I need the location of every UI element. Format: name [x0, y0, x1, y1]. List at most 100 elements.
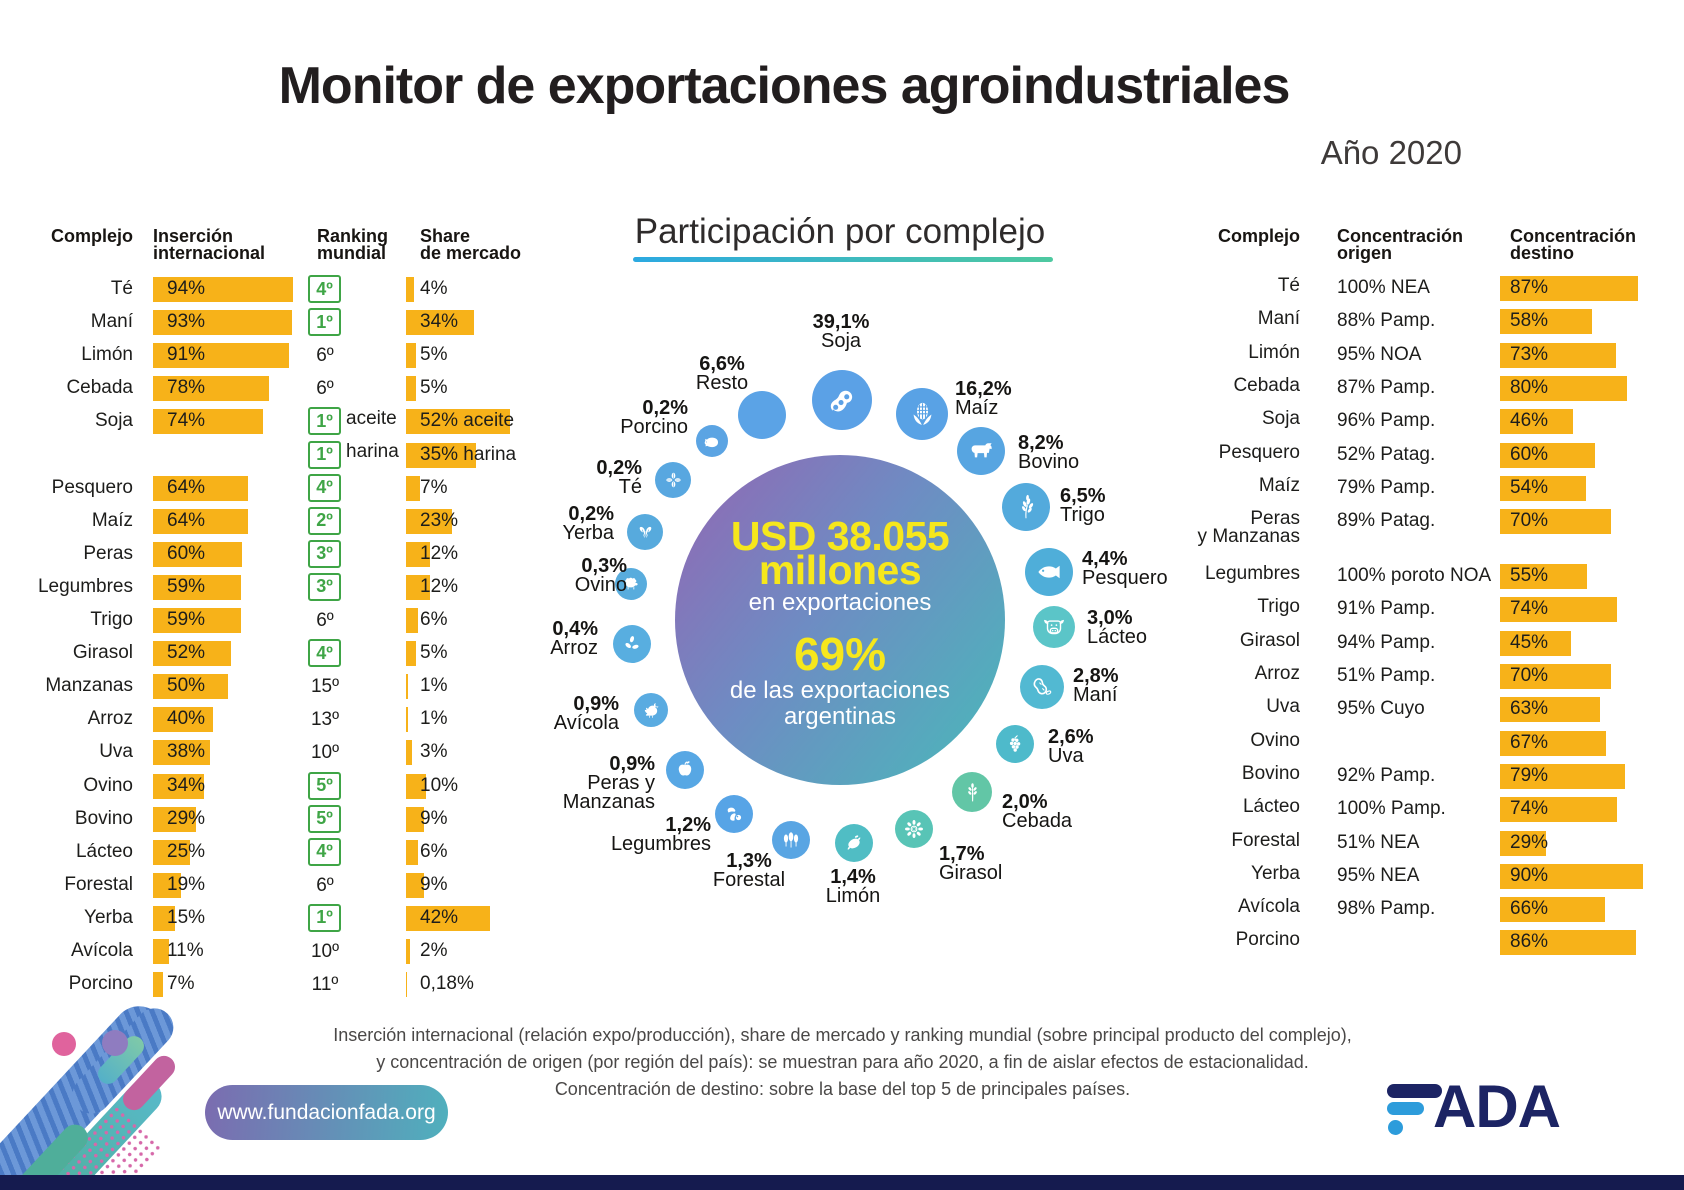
footnote-line-1: Inserción internacional (relación expo/p…	[333, 1025, 1352, 1045]
share-bar	[406, 409, 510, 435]
complejo-label: Uva	[1266, 696, 1300, 718]
complejo-label: Yerba	[1251, 862, 1300, 884]
right-table-header: Concentración origen	[1337, 226, 1464, 263]
origen-value: 100% poroto NOA	[1337, 565, 1492, 587]
left-table-row: Lácteo 25% 4º 6%	[30, 836, 570, 869]
share-value: 5%	[420, 344, 448, 366]
share-value: 5%	[420, 642, 448, 664]
left-table-row: Girasol 52% 4º 5%	[30, 637, 570, 670]
share-bar	[406, 508, 452, 534]
insercion-value: 64%	[167, 509, 206, 531]
share-bar	[406, 475, 420, 501]
destino-value: 60%	[1510, 443, 1549, 465]
insercion-bar	[153, 674, 228, 700]
complejo-label: Peras y Manzanas	[1197, 508, 1300, 548]
ranking-value: 11º	[311, 974, 339, 996]
right-table-row: Girasol 94% Pamp. 45%	[1180, 627, 1684, 660]
share-bar	[406, 773, 426, 799]
left-table-row: Maní 93% 1º 34%	[30, 306, 570, 339]
insercion-bar	[153, 905, 176, 931]
ranking-value: 15º	[310, 676, 340, 698]
destino-value: 29%	[1510, 831, 1549, 853]
bubble-percent: 0,3%	[581, 555, 627, 577]
share-bar	[406, 740, 412, 766]
bubble-percent: 1,3%	[726, 850, 772, 872]
left-table-row: 1º harina 35% harina	[30, 439, 570, 472]
share-value: 12%	[420, 575, 459, 597]
ranking-value: 1º harina	[308, 440, 399, 469]
insercion-value: 91%	[167, 344, 206, 366]
destino-value: 74%	[1510, 798, 1549, 820]
share-bar	[406, 641, 416, 667]
share-value: 10%	[420, 774, 459, 796]
origen-value: 100% NEA	[1337, 277, 1430, 298]
left-table-row: Avícola 11% 10º 2%	[30, 935, 570, 968]
fada-logo: ADA	[1387, 1073, 1627, 1146]
bubble-label-limon: 1,4% Limón	[768, 867, 938, 907]
complejo-label: Limón	[81, 344, 133, 366]
origen-value: 87% Pamp.	[1337, 376, 1436, 398]
share-value: 0,18%	[420, 973, 474, 995]
share-value: 12%	[420, 542, 459, 564]
complejo-label: Trigo	[90, 609, 133, 630]
ranking-value: 3º	[308, 572, 341, 601]
left-table-header: Share de mercado	[420, 226, 522, 263]
bubble-name: Avícola	[553, 712, 619, 734]
insercion-value: 29%	[167, 807, 206, 829]
insercion-bar	[153, 574, 241, 600]
destino-bar	[1500, 863, 1643, 889]
destino-bar	[1500, 509, 1611, 535]
fish-icon	[1038, 565, 1060, 579]
ranking-value: 4º	[308, 275, 341, 303]
share-value: 5%	[420, 377, 448, 399]
share-bar	[406, 707, 408, 733]
left-table-row: Trigo 59% 6º 6%	[30, 604, 570, 637]
bubble-name: Limón	[825, 885, 881, 907]
origen-value: 98% Pamp.	[1337, 898, 1436, 920]
right-table-row: Limón 95% NOA 73%	[1180, 339, 1684, 372]
bubble-percent: 0,2%	[642, 397, 688, 419]
insercion-value: 59%	[167, 609, 206, 630]
share-value: 34%	[420, 311, 459, 333]
complejo-label: Avícola	[1238, 896, 1300, 918]
bubble-name: Trigo	[1060, 504, 1105, 526]
insercion-bar	[153, 806, 197, 832]
fada-logo-f-bar-icon	[1387, 1084, 1442, 1098]
bubble-percent: 1,2%	[665, 814, 711, 836]
destino-value: 63%	[1510, 698, 1549, 720]
insercion-value: 38%	[167, 741, 206, 763]
share-bar	[406, 939, 410, 964]
left-table-header: Complejo	[50, 226, 133, 246]
complejo-label: Ovino	[1250, 729, 1300, 751]
share-bar	[406, 839, 418, 865]
ranking-value: 4º	[308, 639, 341, 668]
left-table-row: Pesquero 64% 4º 7%	[30, 472, 570, 505]
cow-head-icon	[1044, 619, 1064, 635]
right-table-row: Maní 88% Pamp. 58%	[1180, 305, 1684, 338]
bubble-percent: 0,9%	[609, 753, 655, 775]
left-table-row: Limón 91% 6º 5%	[30, 339, 570, 372]
insercion-bar	[153, 409, 264, 435]
cow-icon	[971, 443, 992, 458]
destino-bar	[1500, 897, 1605, 923]
bubble-percent: 16,2%	[955, 378, 1012, 400]
ranking-value: 10º	[310, 742, 340, 764]
bubble-label-arroz: 0,4% Arroz	[428, 619, 598, 658]
right-table-row: Peras y Manzanas 89% Patag. 70%	[1180, 505, 1684, 560]
bubble-name: Lácteo	[1087, 626, 1148, 648]
bubble-name: Porcino	[620, 416, 688, 438]
page-title: Monitor de exportaciones agroindustriale…	[278, 57, 1291, 115]
left-table-row: Cebada 78% 6º 5%	[30, 372, 570, 405]
bubble-uva	[996, 725, 1034, 763]
destino-bar	[1500, 763, 1626, 789]
insercion-value: 93%	[167, 311, 206, 333]
fada-logo-f-bar-icon	[1387, 1102, 1424, 1115]
origen-value: 95% NOA	[1337, 343, 1422, 365]
website-link[interactable]: www.fundacionfada.org	[205, 1085, 448, 1140]
bubble-name: Uva	[1048, 745, 1084, 767]
complejo-label: Uva	[99, 741, 133, 763]
complejo-label: Lácteo	[1242, 796, 1300, 818]
total-exports-circle: USD 38.055 millones en exportaciones 69%…	[675, 455, 1005, 785]
origen-value: 95% Cuyo	[1337, 698, 1425, 720]
bubble-name: Bovino	[1018, 451, 1080, 473]
